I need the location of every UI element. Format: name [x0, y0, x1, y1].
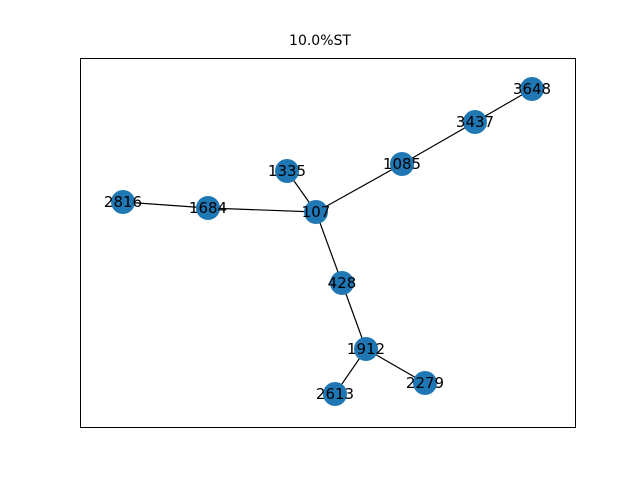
- node-label: 1085: [383, 155, 421, 173]
- node-label: 2279: [406, 374, 444, 392]
- node-circle: [275, 159, 299, 183]
- node-circle: [354, 337, 378, 361]
- node-428[interactable]: 428: [328, 271, 357, 295]
- node-label: 2613: [316, 385, 354, 403]
- edge-1684-107: [207, 207, 317, 213]
- chart-title: 10.0%ST: [289, 33, 351, 49]
- node-label: 3648: [513, 80, 551, 98]
- nodes-layer: 3648 3437 1335 1085 2816 1684 107 428 1912 2279 26…: [104, 77, 551, 406]
- node-label: 1912: [347, 340, 385, 358]
- node-1684[interactable]: 1684: [189, 196, 227, 220]
- node-1912[interactable]: 1912: [347, 337, 385, 361]
- node-label: 107: [302, 203, 331, 221]
- node-2613[interactable]: 2613: [316, 382, 354, 406]
- node-1085[interactable]: 1085: [383, 152, 421, 176]
- node-circle: [196, 196, 220, 220]
- node-1335[interactable]: 1335: [268, 159, 306, 183]
- node-circle: [304, 200, 328, 224]
- edge-3437-1085: [401, 121, 476, 165]
- node-label: 1335: [268, 162, 306, 180]
- node-circle: [111, 190, 135, 214]
- node-circle: [330, 271, 354, 295]
- node-circle: [413, 371, 437, 395]
- node-circle: [390, 152, 414, 176]
- node-label: 428: [328, 274, 357, 292]
- edges-layer: [122, 88, 533, 395]
- plot-frame: [80, 58, 576, 428]
- node-label: 1684: [189, 199, 227, 217]
- node-label: 3437: [456, 113, 494, 131]
- node-107[interactable]: 107: [302, 200, 331, 224]
- edge-107-428: [315, 211, 343, 284]
- node-circle: [463, 110, 487, 134]
- node-2279[interactable]: 2279: [406, 371, 444, 395]
- edge-2816-1684: [122, 201, 209, 209]
- node-3437[interactable]: 3437: [456, 110, 494, 134]
- node-label: 2816: [104, 193, 142, 211]
- node-2816[interactable]: 2816: [104, 190, 142, 214]
- node-3648[interactable]: 3648: [513, 77, 551, 101]
- node-circle: [520, 77, 544, 101]
- node-circle: [323, 382, 347, 406]
- edge-1085-107: [315, 163, 403, 213]
